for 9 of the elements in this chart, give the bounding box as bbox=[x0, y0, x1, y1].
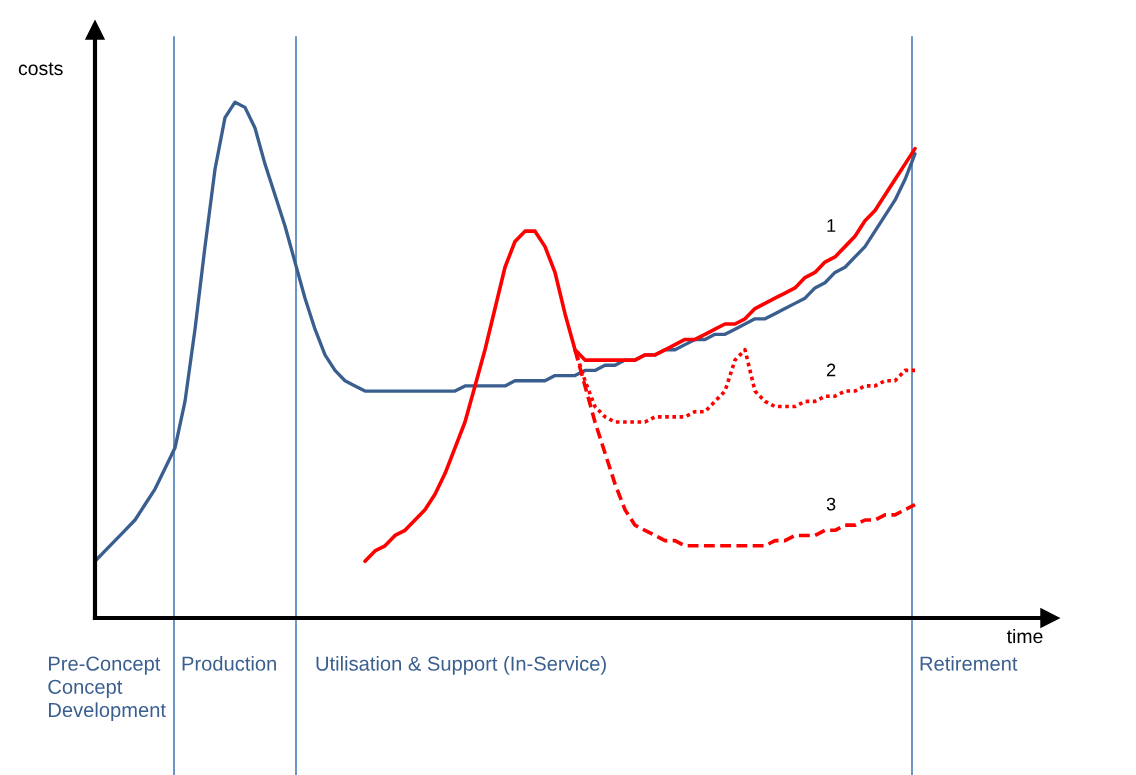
series-label: 3 bbox=[826, 497, 836, 511]
y-axis-title: costs bbox=[18, 62, 63, 76]
text: Utilisation & Support (In-Service) bbox=[316, 656, 606, 675]
text: Production bbox=[182, 656, 276, 671]
series-label: 1 bbox=[827, 219, 836, 232]
series-label: 2 bbox=[827, 363, 836, 377]
x-axis-title: time bbox=[1006, 628, 1043, 644]
text: Pre-Concept Concept Development bbox=[48, 656, 166, 722]
text: Retirement bbox=[920, 656, 1018, 671]
